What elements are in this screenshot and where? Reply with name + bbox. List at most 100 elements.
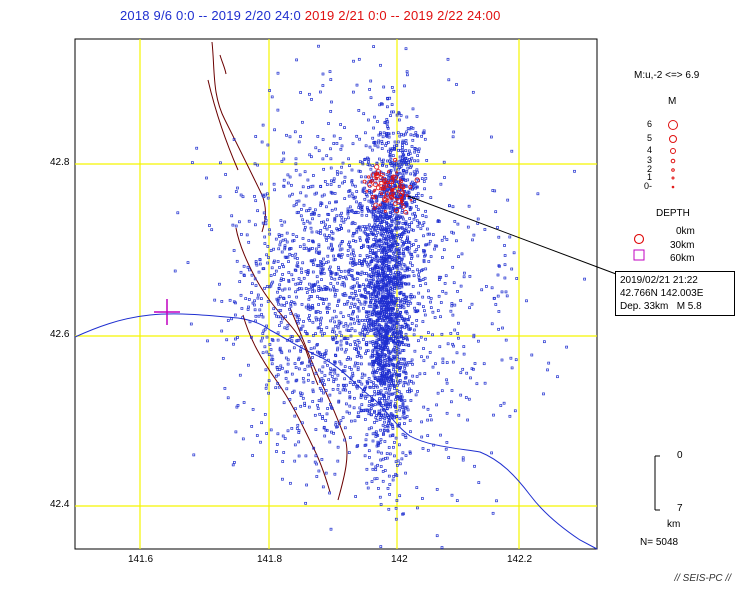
event-point-blue [403, 358, 407, 361]
event-point-blue [396, 459, 400, 463]
event-point-blue [450, 304, 454, 308]
event-point-blue [361, 319, 364, 322]
event-point-blue [367, 412, 371, 416]
event-point-blue [385, 399, 389, 402]
event-point-blue [234, 430, 238, 434]
event-point-blue [361, 262, 364, 266]
event-point-blue [356, 306, 360, 310]
event-point-blue [409, 430, 412, 434]
event-point-blue [415, 168, 419, 172]
event-point-blue [365, 311, 369, 315]
event-point-blue [347, 451, 351, 454]
title-range-blue: 2018 9/6 0:0 -- 2019 2/20 24:0 [120, 8, 301, 23]
event-point-blue [383, 336, 386, 340]
event-point-blue [273, 259, 276, 263]
event-point-blue [345, 328, 349, 332]
event-point-blue [276, 331, 280, 335]
event-point-blue [393, 355, 397, 359]
event-point-blue [381, 245, 384, 249]
event-point-blue [394, 271, 397, 274]
event-point-blue [371, 439, 375, 443]
event-point-blue [189, 322, 193, 326]
event-point-blue [379, 545, 383, 548]
event-point-blue [240, 233, 243, 236]
event-point-red [378, 175, 384, 180]
event-point-blue [264, 368, 268, 372]
event-point-blue [317, 469, 321, 473]
event-point-blue [424, 177, 428, 180]
event-point-blue [323, 285, 327, 288]
event-point-blue [363, 225, 366, 228]
event-point-blue [316, 295, 319, 298]
event-point-blue [382, 428, 386, 432]
event-point-blue [322, 193, 326, 197]
event-point-blue [404, 184, 408, 188]
event-point-blue [239, 293, 243, 297]
event-point-blue [341, 181, 344, 185]
event-point-blue [301, 185, 305, 189]
event-point-blue [269, 249, 273, 252]
event-point-blue [311, 381, 315, 384]
event-point-blue [353, 364, 357, 368]
event-point-blue [363, 259, 366, 263]
event-point-blue [432, 443, 435, 447]
event-point-blue [218, 195, 222, 199]
event-point-blue [530, 353, 534, 357]
event-point-blue [376, 286, 380, 290]
event-point-blue [348, 164, 351, 167]
event-point-blue [351, 220, 355, 224]
event-point-blue [378, 214, 382, 218]
event-point-blue [365, 349, 368, 353]
event-point-red [386, 170, 390, 174]
event-point-blue [261, 332, 265, 335]
event-point-blue [345, 402, 348, 406]
event-point-blue [402, 230, 405, 234]
event-point-blue [407, 318, 410, 322]
event-point-blue [333, 371, 337, 375]
event-point-blue [388, 493, 391, 496]
event-point-blue [422, 347, 425, 350]
event-point-blue [355, 445, 359, 448]
event-point-blue [436, 309, 440, 312]
main-shock-marker[interactable] [391, 186, 405, 200]
event-point-blue [364, 193, 368, 196]
event-point-blue [314, 311, 318, 314]
event-point-blue [267, 256, 270, 259]
event-point-blue [380, 221, 384, 225]
event-point-blue [367, 304, 371, 308]
event-point-blue [364, 352, 367, 355]
event-point-blue [418, 221, 421, 225]
station-marker[interactable] [154, 299, 180, 325]
event-point-blue [367, 160, 370, 164]
event-point-blue [384, 237, 388, 241]
event-point-blue [411, 107, 415, 111]
event-point-blue [375, 371, 379, 374]
event-point-blue [356, 366, 360, 370]
event-point-blue [381, 281, 385, 284]
event-point-blue [346, 249, 350, 252]
event-point-blue [381, 240, 385, 244]
event-point-blue [383, 399, 387, 403]
event-point-blue [219, 161, 222, 165]
event-point-blue [351, 239, 355, 242]
event-point-blue [412, 333, 416, 337]
event-point-blue [440, 332, 444, 336]
event-point-blue [330, 244, 333, 248]
event-point-blue [314, 332, 317, 335]
event-point-blue [395, 113, 399, 117]
event-point-blue [340, 144, 344, 148]
event-point-blue [333, 294, 337, 298]
event-point-blue [308, 360, 311, 364]
event-point-blue [363, 300, 367, 304]
event-point-blue [284, 356, 288, 360]
event-point-blue [395, 236, 398, 240]
event-point-blue [292, 204, 296, 208]
event-point-blue [445, 361, 449, 364]
event-point-blue [392, 272, 396, 276]
event-point-blue [319, 355, 323, 358]
event-point-blue [339, 343, 343, 347]
event-point-blue [276, 290, 279, 294]
event-point-blue [286, 380, 290, 384]
event-point-blue [228, 298, 232, 302]
